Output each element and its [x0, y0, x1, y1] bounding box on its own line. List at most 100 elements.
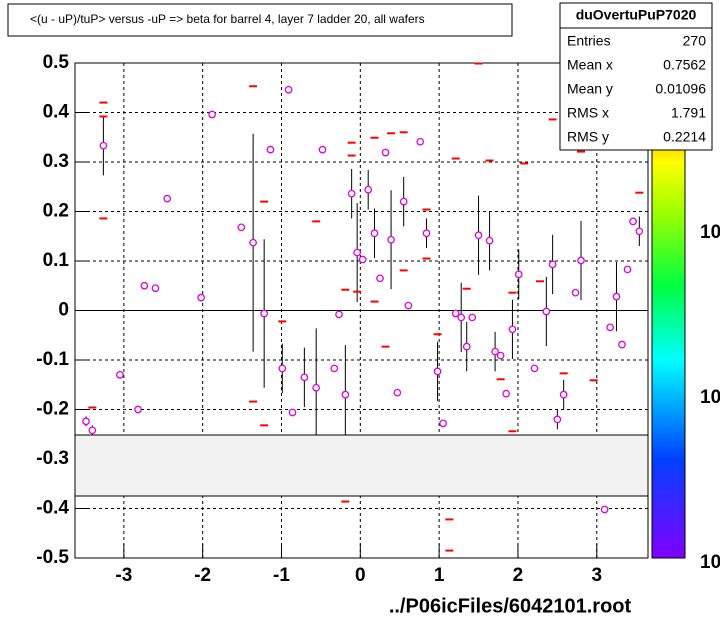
stats-label: RMS y	[567, 129, 609, 145]
profile-point	[134, 405, 142, 414]
x-tick-label: -2	[194, 565, 211, 586]
profile-point	[623, 265, 632, 274]
palette-label: 10	[700, 387, 720, 408]
y-tick-label: -0.4	[36, 498, 69, 519]
palette-label: 10	[700, 552, 720, 573]
profile-point	[237, 223, 246, 232]
x-tick-label: 1	[434, 565, 445, 586]
profile-point	[335, 310, 343, 319]
stats-label: Entries	[567, 33, 611, 49]
profile-point	[353, 248, 362, 257]
profile-point	[502, 389, 510, 398]
profile-point	[542, 307, 551, 316]
profile-point	[151, 284, 160, 293]
profile-point	[559, 390, 568, 399]
stats-value: 0.7562	[663, 57, 706, 73]
profile-point	[548, 260, 557, 269]
overlay-band	[74, 434, 649, 497]
x-tick-label: -1	[273, 565, 290, 586]
profile-point	[341, 390, 350, 399]
profile-point	[485, 236, 494, 245]
profile-point	[358, 255, 367, 264]
y-tick-label: 0.3	[43, 151, 69, 172]
profile-point	[370, 229, 379, 238]
profile-point	[99, 141, 108, 150]
profile-point	[266, 145, 275, 154]
profile-point	[474, 231, 483, 240]
stats-label: RMS x	[567, 105, 609, 121]
profile-point	[618, 340, 626, 349]
profile-point	[439, 419, 447, 428]
profile-point	[508, 325, 517, 334]
profile-point	[88, 426, 97, 435]
y-tick-label: -0.3	[36, 448, 69, 469]
profile-point	[433, 367, 442, 376]
chart-title: <(u - uP)/tuP> versus -uP => beta for ba…	[30, 12, 425, 26]
profile-point	[530, 364, 539, 373]
profile-point	[330, 364, 339, 373]
profile-point	[422, 229, 431, 238]
x-tick-label: -3	[115, 565, 132, 586]
profile-point	[496, 351, 505, 360]
profile-point	[491, 347, 499, 356]
profile-point	[197, 293, 205, 302]
stats-label: Mean y	[567, 81, 613, 97]
profile-point	[300, 373, 309, 382]
y-tick-label: -0.1	[36, 349, 69, 370]
profile-point	[163, 194, 172, 203]
profile-point	[284, 85, 293, 94]
stats-value: 1.791	[671, 105, 706, 121]
x-tick-label: 0	[355, 565, 366, 586]
y-tick-label: 0.5	[43, 52, 70, 73]
palette-label: 10	[700, 222, 720, 243]
profile-point	[393, 388, 402, 397]
profile-point	[140, 281, 149, 290]
profile-point	[347, 189, 356, 198]
profile-point	[399, 197, 408, 206]
x-tick-label: 3	[591, 565, 602, 586]
y-tick-label: 0.2	[43, 201, 69, 222]
profile-point	[468, 313, 477, 322]
stats-value: 0.2214	[663, 129, 706, 145]
profile-point	[462, 342, 471, 351]
profile-point	[376, 274, 384, 283]
profile-point	[416, 137, 425, 146]
profile-point	[577, 256, 585, 265]
profile-point	[600, 505, 609, 514]
profile-point	[553, 415, 562, 424]
profile-point	[381, 148, 390, 157]
profile-point	[612, 292, 621, 301]
title-box	[7, 3, 513, 37]
profile-point	[451, 309, 460, 318]
footer: ../P06icFiles/6042101.root	[389, 595, 632, 617]
y-tick-label: 0.1	[43, 250, 70, 271]
profile-point	[387, 235, 395, 244]
stats-value: 270	[683, 33, 707, 49]
profile-point	[312, 383, 321, 392]
profile-point	[278, 364, 287, 373]
profile-point	[571, 288, 580, 297]
profile-point	[606, 323, 615, 332]
profile-point	[364, 185, 373, 194]
profile-point	[82, 417, 90, 426]
profile-point	[288, 408, 297, 417]
stats-label: Mean x	[567, 57, 613, 73]
profile-point	[635, 227, 644, 236]
profile-point	[249, 238, 257, 247]
x-tick-label: 2	[513, 565, 524, 586]
profile-point	[457, 313, 466, 322]
profile-point	[208, 110, 216, 119]
profile-point	[318, 145, 327, 154]
y-tick-label: 0	[58, 300, 69, 321]
stats-title: duOvertuPuP7020	[576, 7, 697, 23]
profile-point	[116, 370, 124, 379]
y-tick-label: -0.5	[36, 547, 69, 568]
stats-value: 0.01096	[655, 81, 706, 97]
y-tick-label: -0.2	[36, 399, 69, 420]
profile-point	[260, 309, 269, 318]
profile-point	[514, 270, 523, 279]
profile-point	[629, 217, 637, 226]
y-tick-label: 0.4	[43, 102, 70, 123]
profile-point	[404, 301, 413, 310]
